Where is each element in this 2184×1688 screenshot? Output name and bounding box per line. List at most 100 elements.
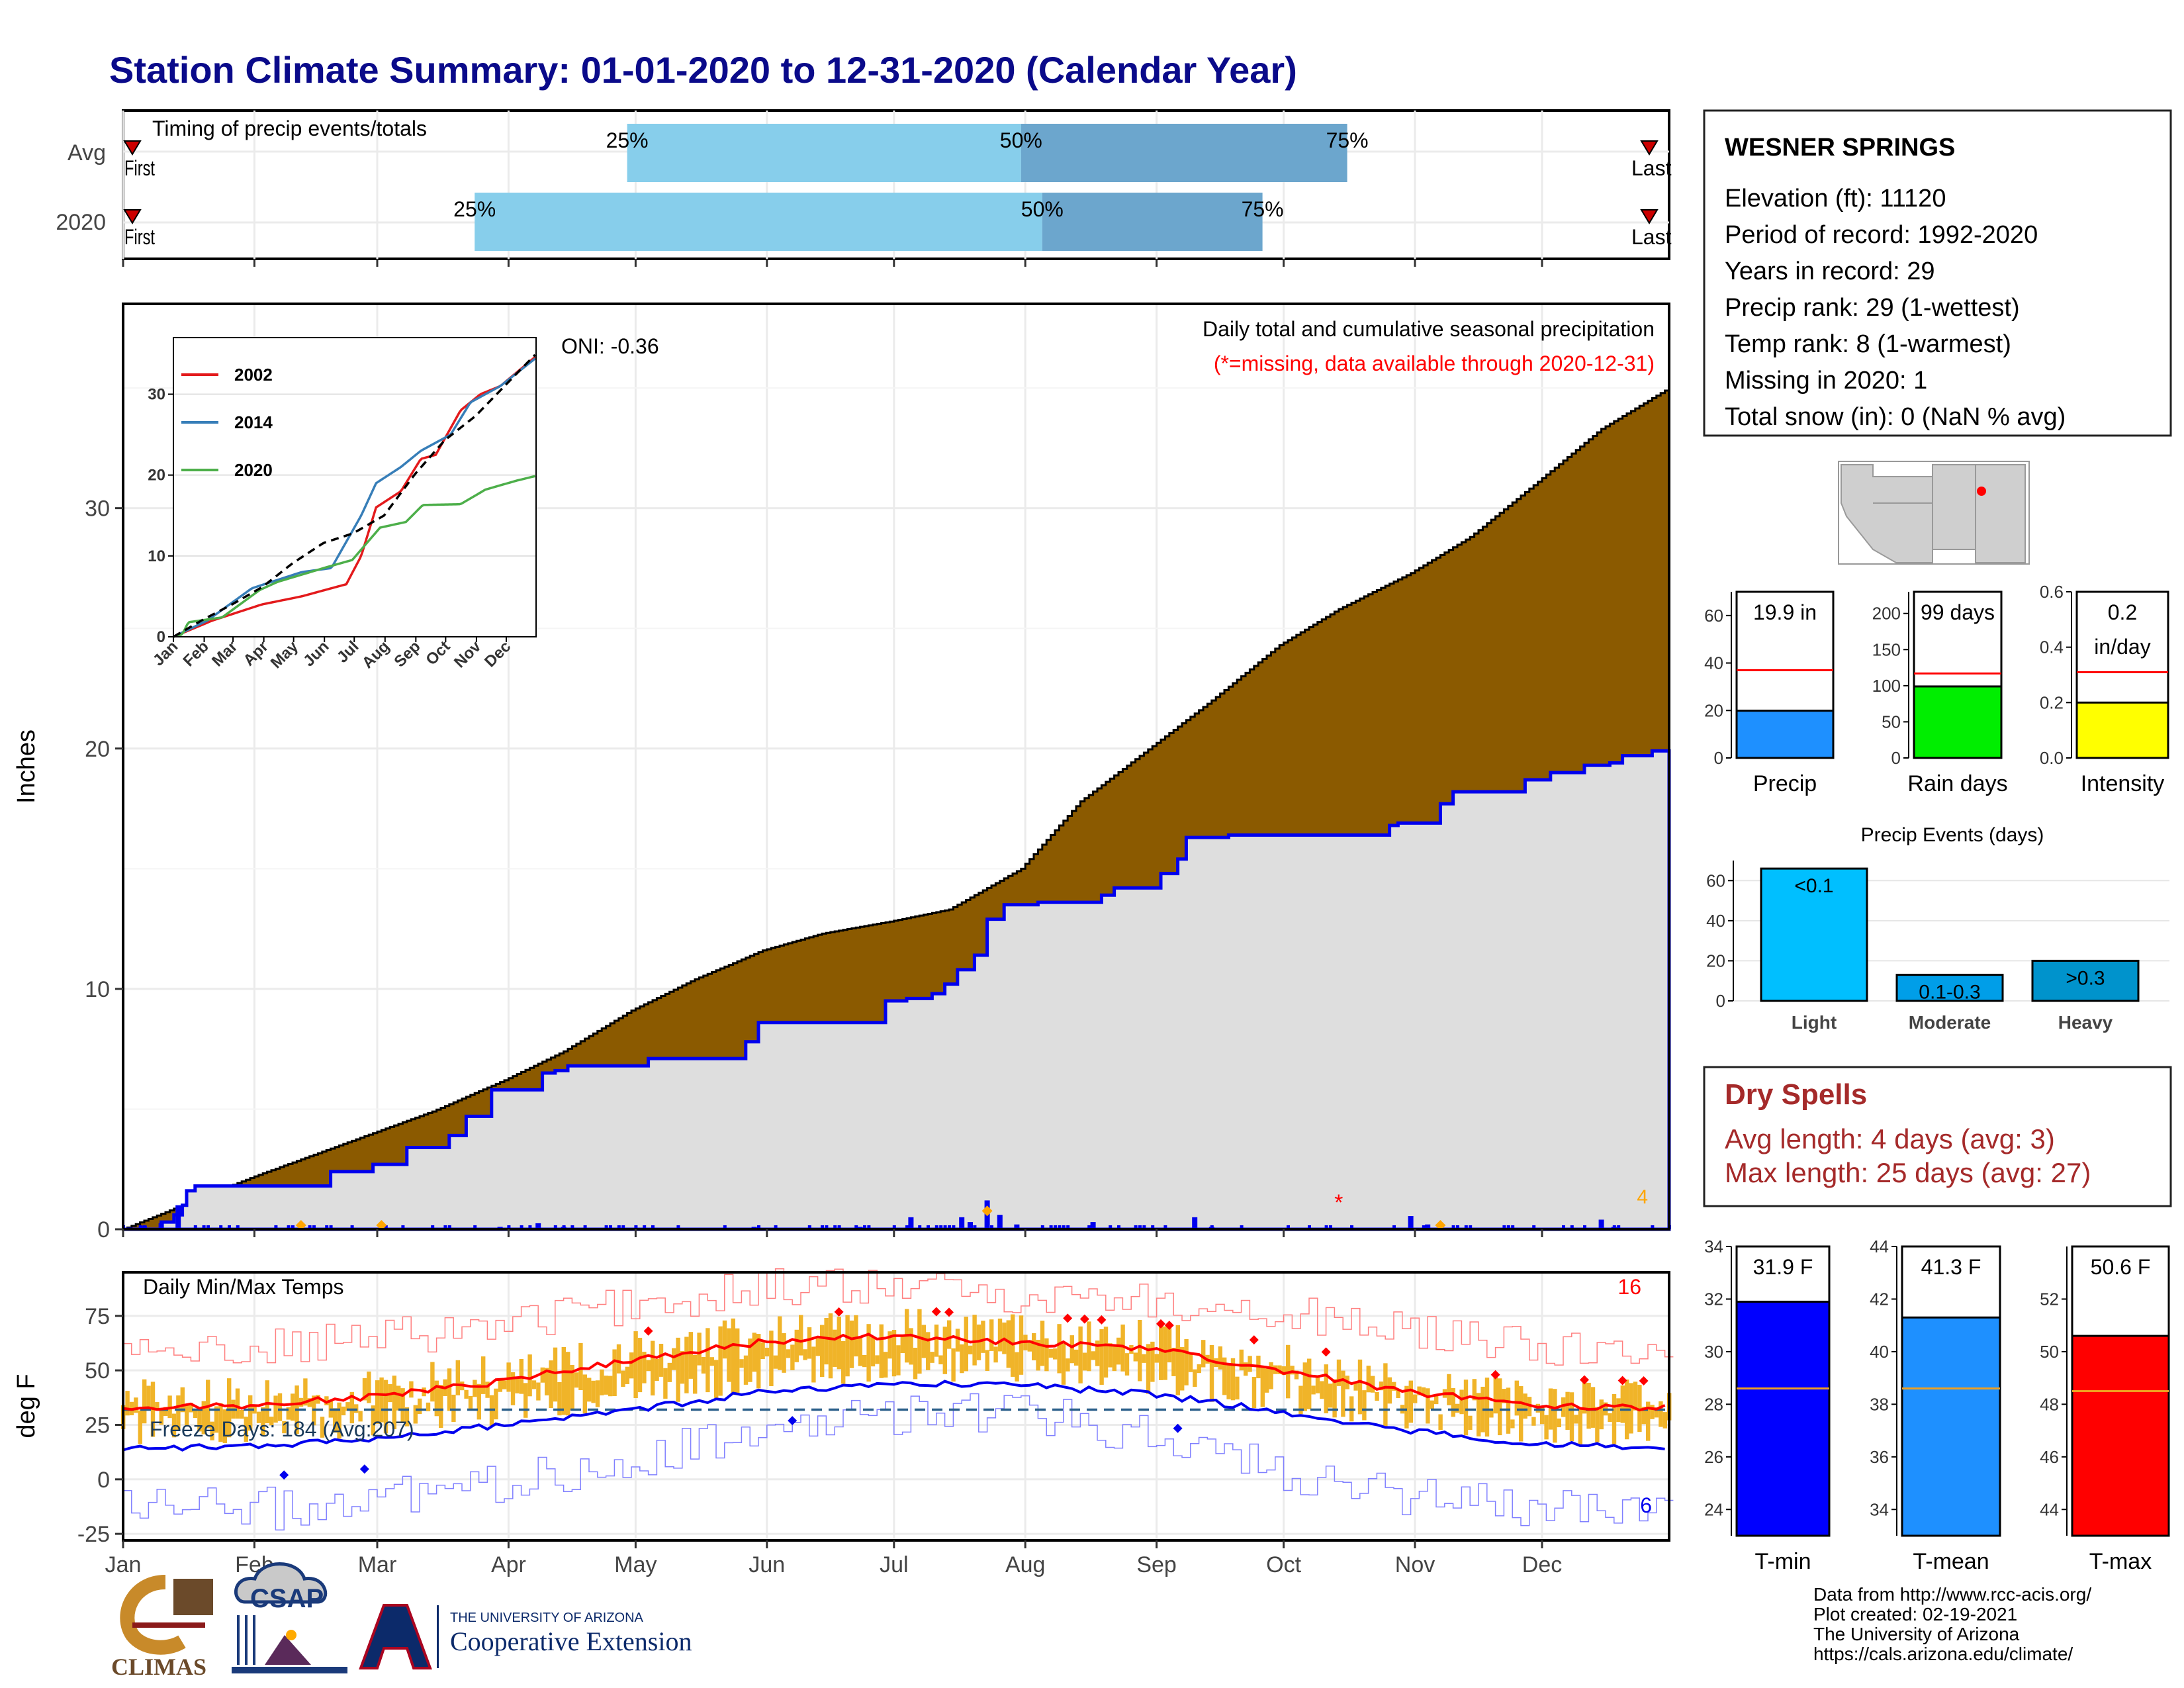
daily-temp-bar xyxy=(146,1385,151,1410)
daily-temp-bar xyxy=(333,1408,338,1433)
record-high-marker xyxy=(1639,1376,1649,1385)
daily-temp-bar xyxy=(1315,1376,1320,1393)
daily-precip-tick xyxy=(1392,1225,1396,1229)
daily-temp-bar xyxy=(1553,1389,1557,1443)
inset-line-2014 xyxy=(173,357,536,638)
daily-temp-bar xyxy=(1019,1315,1024,1375)
daily-precip-tick xyxy=(1612,1225,1616,1229)
daily-temp-bar xyxy=(1146,1344,1151,1394)
daily-temp-bar xyxy=(756,1334,761,1389)
daily-temp-bar xyxy=(1514,1380,1519,1416)
daily-precip-tick xyxy=(952,1225,956,1229)
record-high-marker xyxy=(1079,1314,1089,1324)
daily-temp-bar xyxy=(418,1398,422,1415)
daily-temp-bar xyxy=(1426,1388,1430,1424)
temp-y-tick-label: 25 xyxy=(85,1413,110,1438)
bar_tmax-y-tick-label: 46 xyxy=(2040,1447,2059,1467)
daily-temp-bar xyxy=(972,1315,977,1366)
daily-precip-tick xyxy=(1651,1225,1655,1229)
daily-temp-bar xyxy=(917,1309,922,1374)
daily-precip-tick xyxy=(1151,1225,1155,1229)
daily-temp-bar xyxy=(884,1352,888,1378)
bar_tmean-y-tick-label: 44 xyxy=(1870,1237,1889,1256)
daily-precip-tick xyxy=(329,1225,333,1229)
daily-temp-bar xyxy=(1133,1352,1138,1362)
daily-temp-bar xyxy=(337,1402,341,1439)
daily-temp-bar xyxy=(430,1362,435,1402)
daily-precip-tick xyxy=(553,1225,557,1229)
daily-temp-bar xyxy=(455,1360,460,1395)
daily-temp-bar xyxy=(320,1417,325,1438)
daily-temp-bar xyxy=(837,1316,841,1370)
daily-precip-tick xyxy=(1456,1225,1459,1229)
bar_tmean-y-tick-label: 36 xyxy=(1870,1447,1889,1467)
daily-temp-bar xyxy=(1277,1365,1282,1374)
timing-q25-label: 25% xyxy=(606,128,649,152)
daily-temp-bar xyxy=(1472,1379,1477,1401)
bar_precip-y-tick-label: 60 xyxy=(1704,606,1723,626)
daily-precip-tick xyxy=(604,1225,608,1229)
daily-precip-tick xyxy=(757,1225,760,1229)
daily-precip-tick xyxy=(807,1225,811,1229)
temperature-summary-bars: 24 26 28 30 32 34 31.9 F T-min 34 36 38 40 42 44 41.3 … xyxy=(1704,1237,2170,1574)
bar_tmin-label: T-min xyxy=(1755,1549,1811,1574)
daily-precip-tick xyxy=(1617,1225,1621,1229)
record-high-marker xyxy=(1156,1319,1165,1329)
daily-temp-bar xyxy=(1332,1379,1337,1418)
timing-q50-label: 50% xyxy=(1021,197,1064,221)
daily-temp-bar xyxy=(1324,1364,1328,1414)
daily-temp-bar xyxy=(324,1396,329,1405)
month-label: Apr xyxy=(491,1552,526,1577)
daily-temp-bar xyxy=(697,1333,702,1366)
daily-temp-bar xyxy=(451,1394,456,1423)
daily-temp-bar xyxy=(1463,1380,1469,1436)
daily-temp-bar xyxy=(629,1352,634,1379)
daily-temp-bar xyxy=(938,1355,943,1365)
daily-precip-tick xyxy=(274,1225,278,1229)
daily-temp-bar xyxy=(1586,1382,1591,1429)
daily-precip-tick xyxy=(287,1225,291,1229)
daily-precip-tick xyxy=(1240,1225,1244,1229)
temp-title: Daily Min/Max Temps xyxy=(143,1275,343,1299)
precip-y-tick-label: 30 xyxy=(85,496,110,522)
bar_tmean-y-tick-label: 42 xyxy=(1870,1289,1889,1309)
daily-temp-bar xyxy=(1421,1387,1426,1396)
timing-q25-label: 25% xyxy=(453,197,496,221)
daily-temp-bar xyxy=(870,1336,876,1367)
daily-precip-tick xyxy=(583,1225,587,1229)
daily-temp-bar xyxy=(1239,1349,1244,1371)
daily-temp-bar xyxy=(227,1378,232,1438)
daily-temp-bar xyxy=(1357,1359,1363,1415)
daily-temp-bar xyxy=(1260,1367,1265,1407)
freeze-days-label: Freeze Days: 184 (Avg:207) xyxy=(150,1417,414,1441)
daily-temp-bar xyxy=(934,1324,939,1357)
daily-temp-bar xyxy=(240,1410,244,1419)
daily-temp-bar xyxy=(1248,1356,1252,1372)
bar_tmax-value-label: 50.6 F xyxy=(2091,1255,2151,1279)
daily-temp-bar xyxy=(1371,1376,1375,1393)
bar_precip-label: Precip xyxy=(1753,771,1817,796)
daily-precip-tick xyxy=(1066,1225,1070,1229)
bar_precip-value-label: 19.9 in xyxy=(1753,600,1817,624)
daily-temp-bar xyxy=(773,1355,778,1369)
month-label: Jan xyxy=(105,1552,142,1577)
daily-precip-tick xyxy=(1308,1225,1311,1229)
daily-temp-bar xyxy=(1066,1358,1070,1372)
normal-min-line xyxy=(122,1380,1665,1452)
daily-precip-tick xyxy=(837,1225,841,1229)
daily-precip-tick xyxy=(609,1225,612,1229)
daily-temp-bar xyxy=(608,1376,613,1397)
daily-temp-bar xyxy=(367,1371,371,1403)
record-max-line xyxy=(123,1268,1674,1366)
month-label: Mar xyxy=(358,1552,397,1577)
daily-precip-tick xyxy=(384,1225,388,1229)
precip-corner-count: 4 xyxy=(1637,1186,1648,1208)
daily-temp-bar xyxy=(1590,1387,1596,1428)
precip-events-chart: Precip Events (days) 0 20 40 60 <0.1 Light 0.1… xyxy=(1706,824,2169,1033)
daily-temp-bar xyxy=(1328,1383,1333,1408)
daily-temp-bar xyxy=(693,1354,698,1394)
daily-temp-bar xyxy=(760,1342,765,1359)
daily-temp-bar xyxy=(527,1354,532,1397)
daily-temp-bar xyxy=(926,1332,931,1370)
daily-temp-bar xyxy=(341,1406,346,1416)
